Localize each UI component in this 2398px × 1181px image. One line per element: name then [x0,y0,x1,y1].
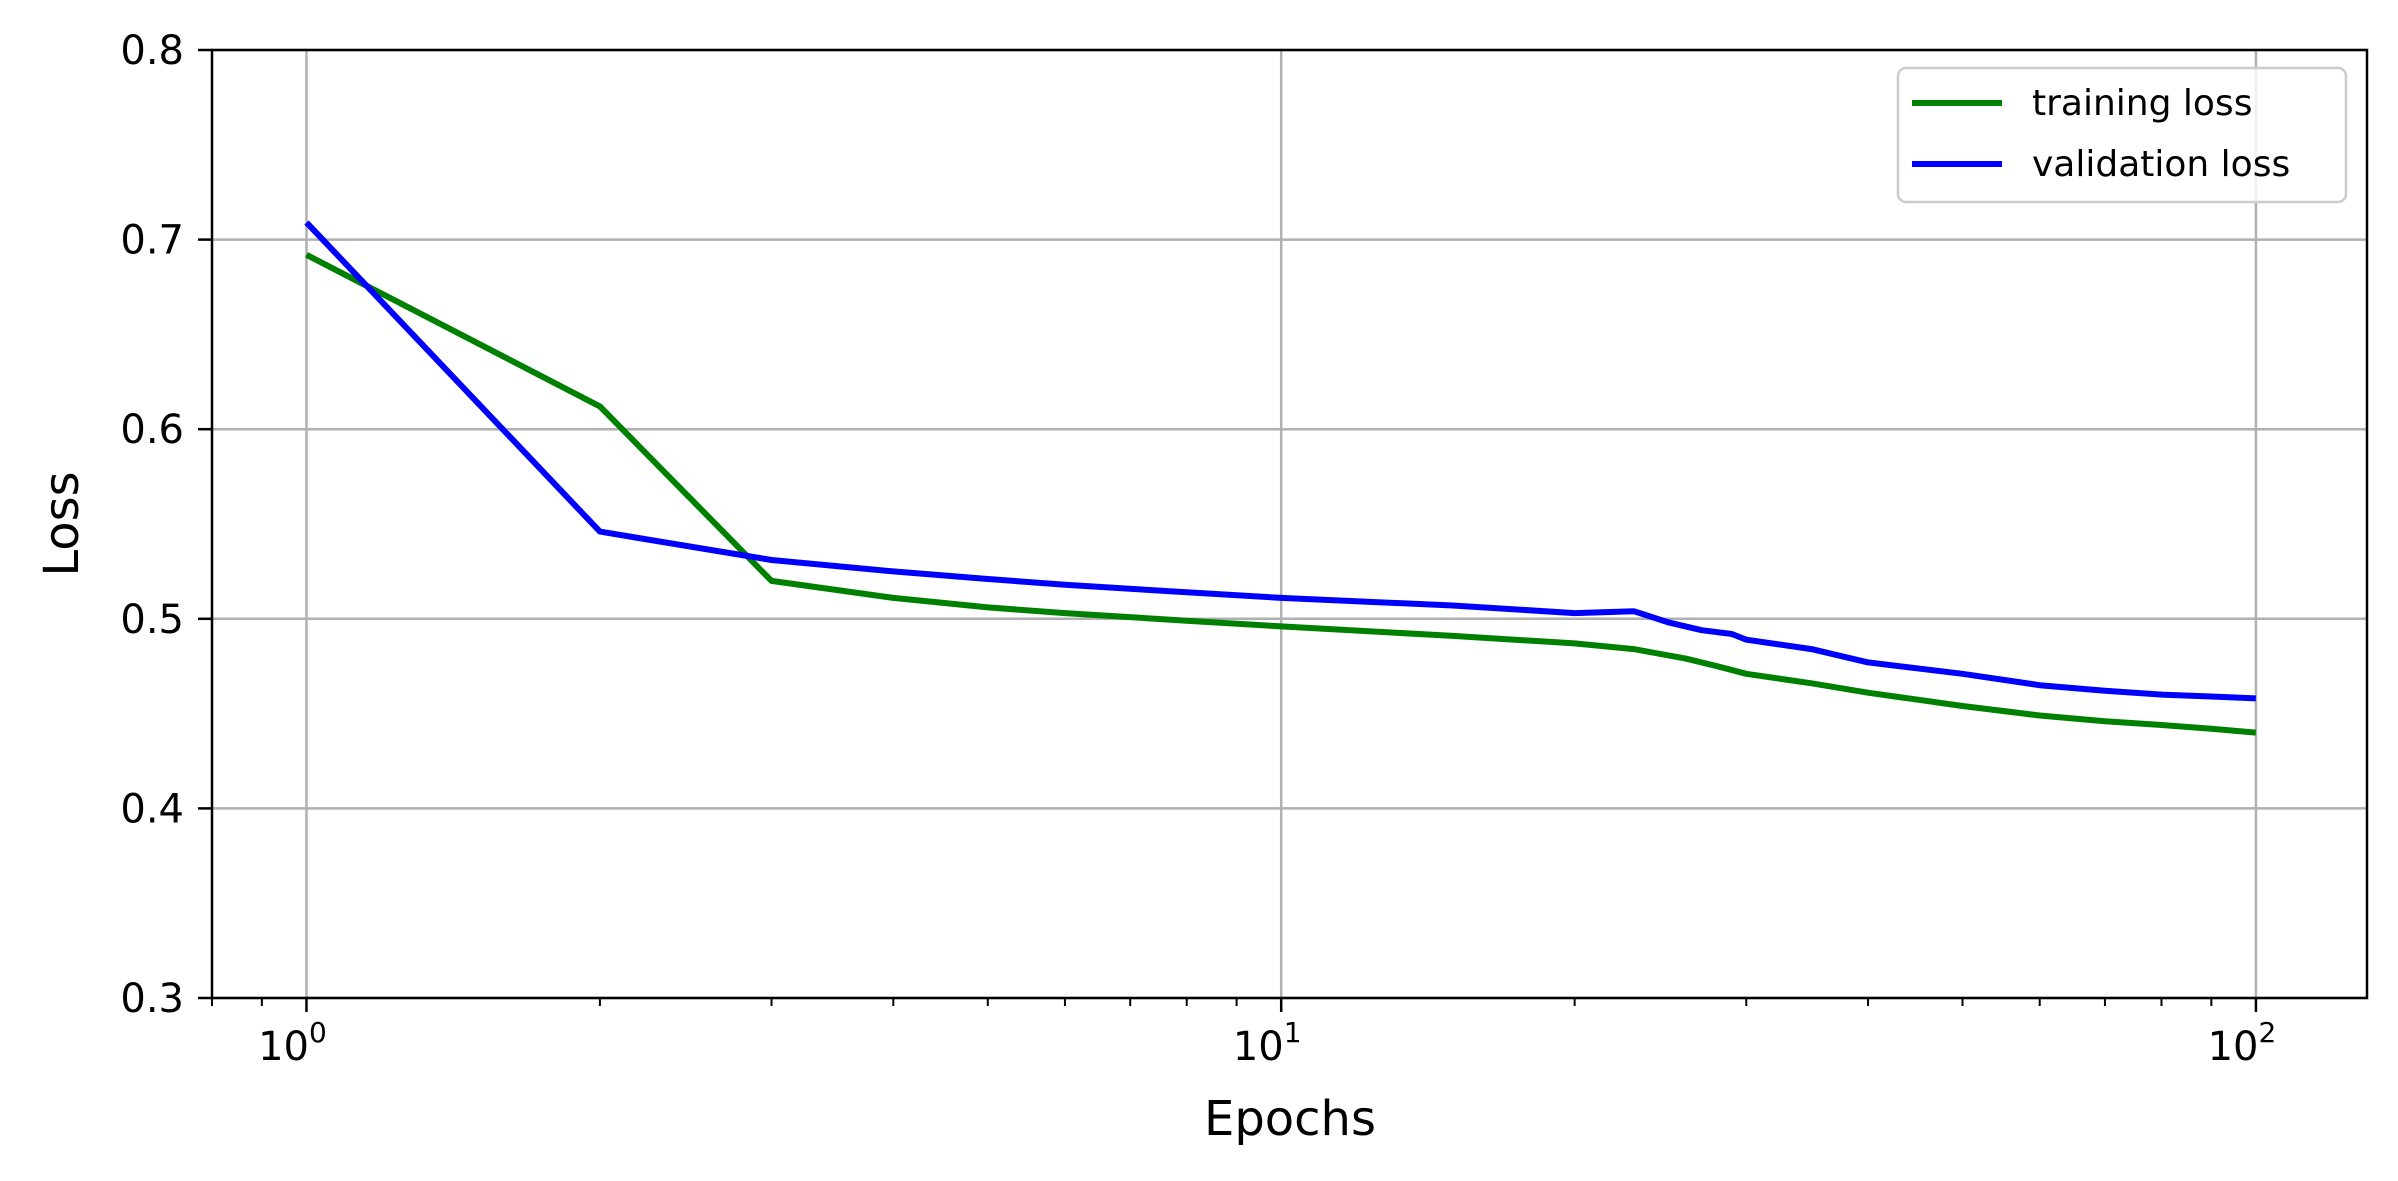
y-tick-label: 0.7 [120,218,184,264]
training-loss-line [305,252,2257,736]
legend-label-training-loss: training loss [2032,83,2252,124]
y-tick-label: 0.4 [120,786,184,832]
legend-box [1896,66,2348,204]
y-tick-label: 0.8 [120,28,184,74]
validation-loss-line [304,220,2257,702]
series-lines [304,220,2257,736]
y-tick-label: 0.3 [120,976,184,1022]
x-tick-label: 101 [1233,1016,1302,1070]
axis-ticks [198,48,2258,1012]
plot-frame [210,48,2369,1000]
y-tick-label: 0.5 [120,597,184,643]
legend-label-validation-loss: validation loss [2032,144,2290,185]
legend: training loss validation loss [1896,66,2348,204]
y-axis-label: Loss [34,471,90,576]
x-axis-label: Epochs [1204,1091,1376,1147]
y-tick-label: 0.6 [120,407,184,453]
x-tick-label: 100 [258,1016,327,1070]
axis-tick-labels: 0.3 0.4 0.5 0.6 0.7 0.8 100 101 102 [120,28,2276,1070]
x-tick-label: 102 [2208,1016,2277,1070]
